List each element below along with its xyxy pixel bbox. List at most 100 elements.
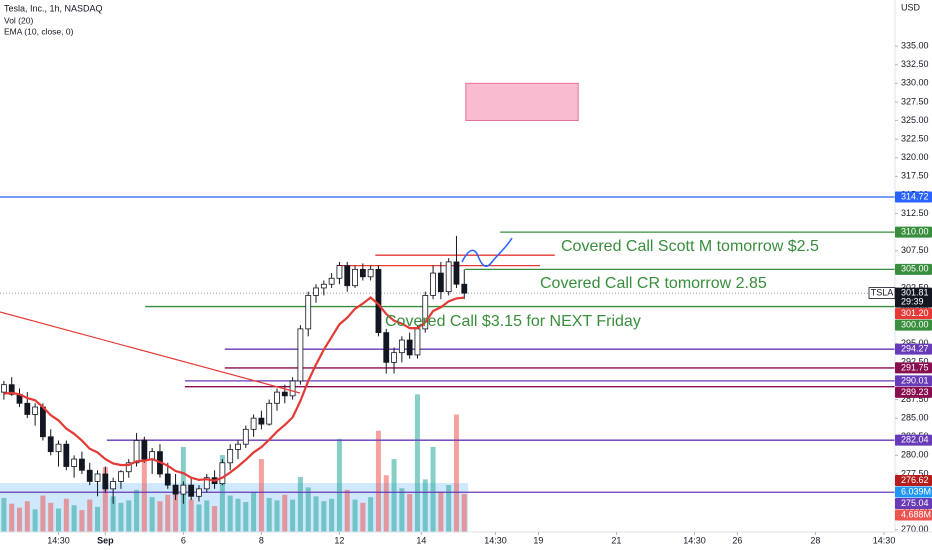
volume-bar <box>399 488 405 532</box>
candle-body <box>102 473 109 490</box>
y-tick-label: 280.00 <box>901 450 929 460</box>
y-tick-label: 285.00 <box>901 413 929 423</box>
volume-bar <box>274 500 280 532</box>
volume-bar <box>126 500 132 532</box>
price-tag-label: 294.27 <box>901 344 929 354</box>
candle-body <box>172 484 179 495</box>
candle-body <box>461 283 468 294</box>
volume-bar <box>375 430 381 532</box>
candle-body <box>375 268 382 333</box>
y-tick-label: 277.50 <box>901 468 929 478</box>
price-tag <box>895 308 932 320</box>
x-tick-label: 19 <box>533 535 543 545</box>
annotation: Covered Call Scott M tomorrow $2.5 <box>561 238 819 255</box>
price-tag <box>895 362 932 374</box>
candle-body <box>359 268 366 278</box>
volume-bar <box>9 503 15 532</box>
candle-body <box>40 406 46 438</box>
price-tag <box>895 191 932 203</box>
annotation: Covered Call $3.15 for NEXT Friday <box>385 313 641 330</box>
volume-bar <box>87 499 93 532</box>
candle-body <box>305 294 312 330</box>
candle-body <box>258 417 265 425</box>
candle-body <box>24 402 31 415</box>
candle-body <box>235 443 241 450</box>
volume-bar <box>336 438 342 532</box>
candle-body <box>196 488 202 497</box>
candle-body <box>398 339 405 354</box>
candle-body <box>227 449 234 464</box>
volume-bar <box>1 497 7 532</box>
price-tag-label: 275.04 <box>901 498 929 508</box>
volume-bar <box>368 497 374 532</box>
candle-body <box>266 402 273 425</box>
symbol-tag <box>868 287 896 299</box>
candle-body <box>118 471 124 482</box>
candle-body <box>445 261 452 293</box>
x-tick-label: 6 <box>181 535 186 545</box>
candle-body <box>336 265 343 279</box>
candle-body <box>219 462 226 485</box>
candle-body <box>344 265 351 287</box>
price-tag-label: 301.81 <box>901 287 929 297</box>
volume-bar <box>313 496 319 532</box>
x-tick-label: 28 <box>810 535 820 545</box>
candle-body <box>203 477 210 490</box>
volume-bar <box>227 495 233 532</box>
candle-body <box>313 287 319 296</box>
y-tick-label: 312.50 <box>901 208 929 218</box>
candle-body <box>141 440 148 460</box>
price-tag-label: 276.62 <box>901 475 929 485</box>
candle-body <box>55 443 62 453</box>
volume-bar <box>212 506 218 532</box>
x-tick-label: 26 <box>732 535 742 545</box>
x-tick-label: 14:30 <box>683 535 706 545</box>
price-tag <box>895 226 932 238</box>
volume-bar <box>407 493 413 532</box>
volume-bar <box>329 498 335 532</box>
price-axis: 270.00272.50275.00277.50280.00282.50285.… <box>868 0 932 550</box>
candle-body <box>406 339 413 356</box>
y-tick-label: 332.50 <box>901 59 929 69</box>
price-tag <box>895 498 932 510</box>
y-tick-label: 325.00 <box>901 115 929 125</box>
volume-bar <box>141 438 147 532</box>
candle-body <box>110 481 117 490</box>
price-tag-label: 289.23 <box>901 387 929 397</box>
candle-body <box>289 380 296 397</box>
volume-bar <box>204 500 210 532</box>
price-tag-label: 301.20 <box>901 308 929 318</box>
candle-body <box>422 294 429 330</box>
candle-body <box>320 283 327 289</box>
x-tick-label: 14:30 <box>47 535 70 545</box>
volume-bar <box>71 505 77 532</box>
volume-bar <box>297 476 303 532</box>
volume-bar <box>149 497 155 532</box>
candle-body <box>437 272 444 293</box>
volume-bar <box>188 499 194 532</box>
volume-bar <box>266 497 272 532</box>
volume-bar <box>290 499 296 532</box>
plot-area <box>0 82 895 532</box>
price-tag-label: 314.72 <box>901 191 929 201</box>
y-tick-label: 330.00 <box>901 78 929 88</box>
volume-bar <box>360 502 366 532</box>
y-tick-label: 320.00 <box>901 152 929 162</box>
y-tick-label: 295.00 <box>901 338 929 348</box>
price-tag <box>895 386 932 398</box>
candle-body <box>79 458 85 471</box>
volume-bar <box>461 494 467 532</box>
candle-body <box>8 384 15 395</box>
price-tag <box>895 486 932 498</box>
volume-bar <box>32 509 38 532</box>
candle-body <box>32 406 39 415</box>
x-tick-label: 8 <box>259 535 264 545</box>
candle-body <box>125 462 132 473</box>
candle-body <box>164 473 171 486</box>
volume-bar <box>383 475 389 532</box>
axis-background <box>895 0 932 550</box>
price-tag-label: 310.00 <box>901 227 929 237</box>
price-tag-label: 29:39 <box>901 296 924 306</box>
